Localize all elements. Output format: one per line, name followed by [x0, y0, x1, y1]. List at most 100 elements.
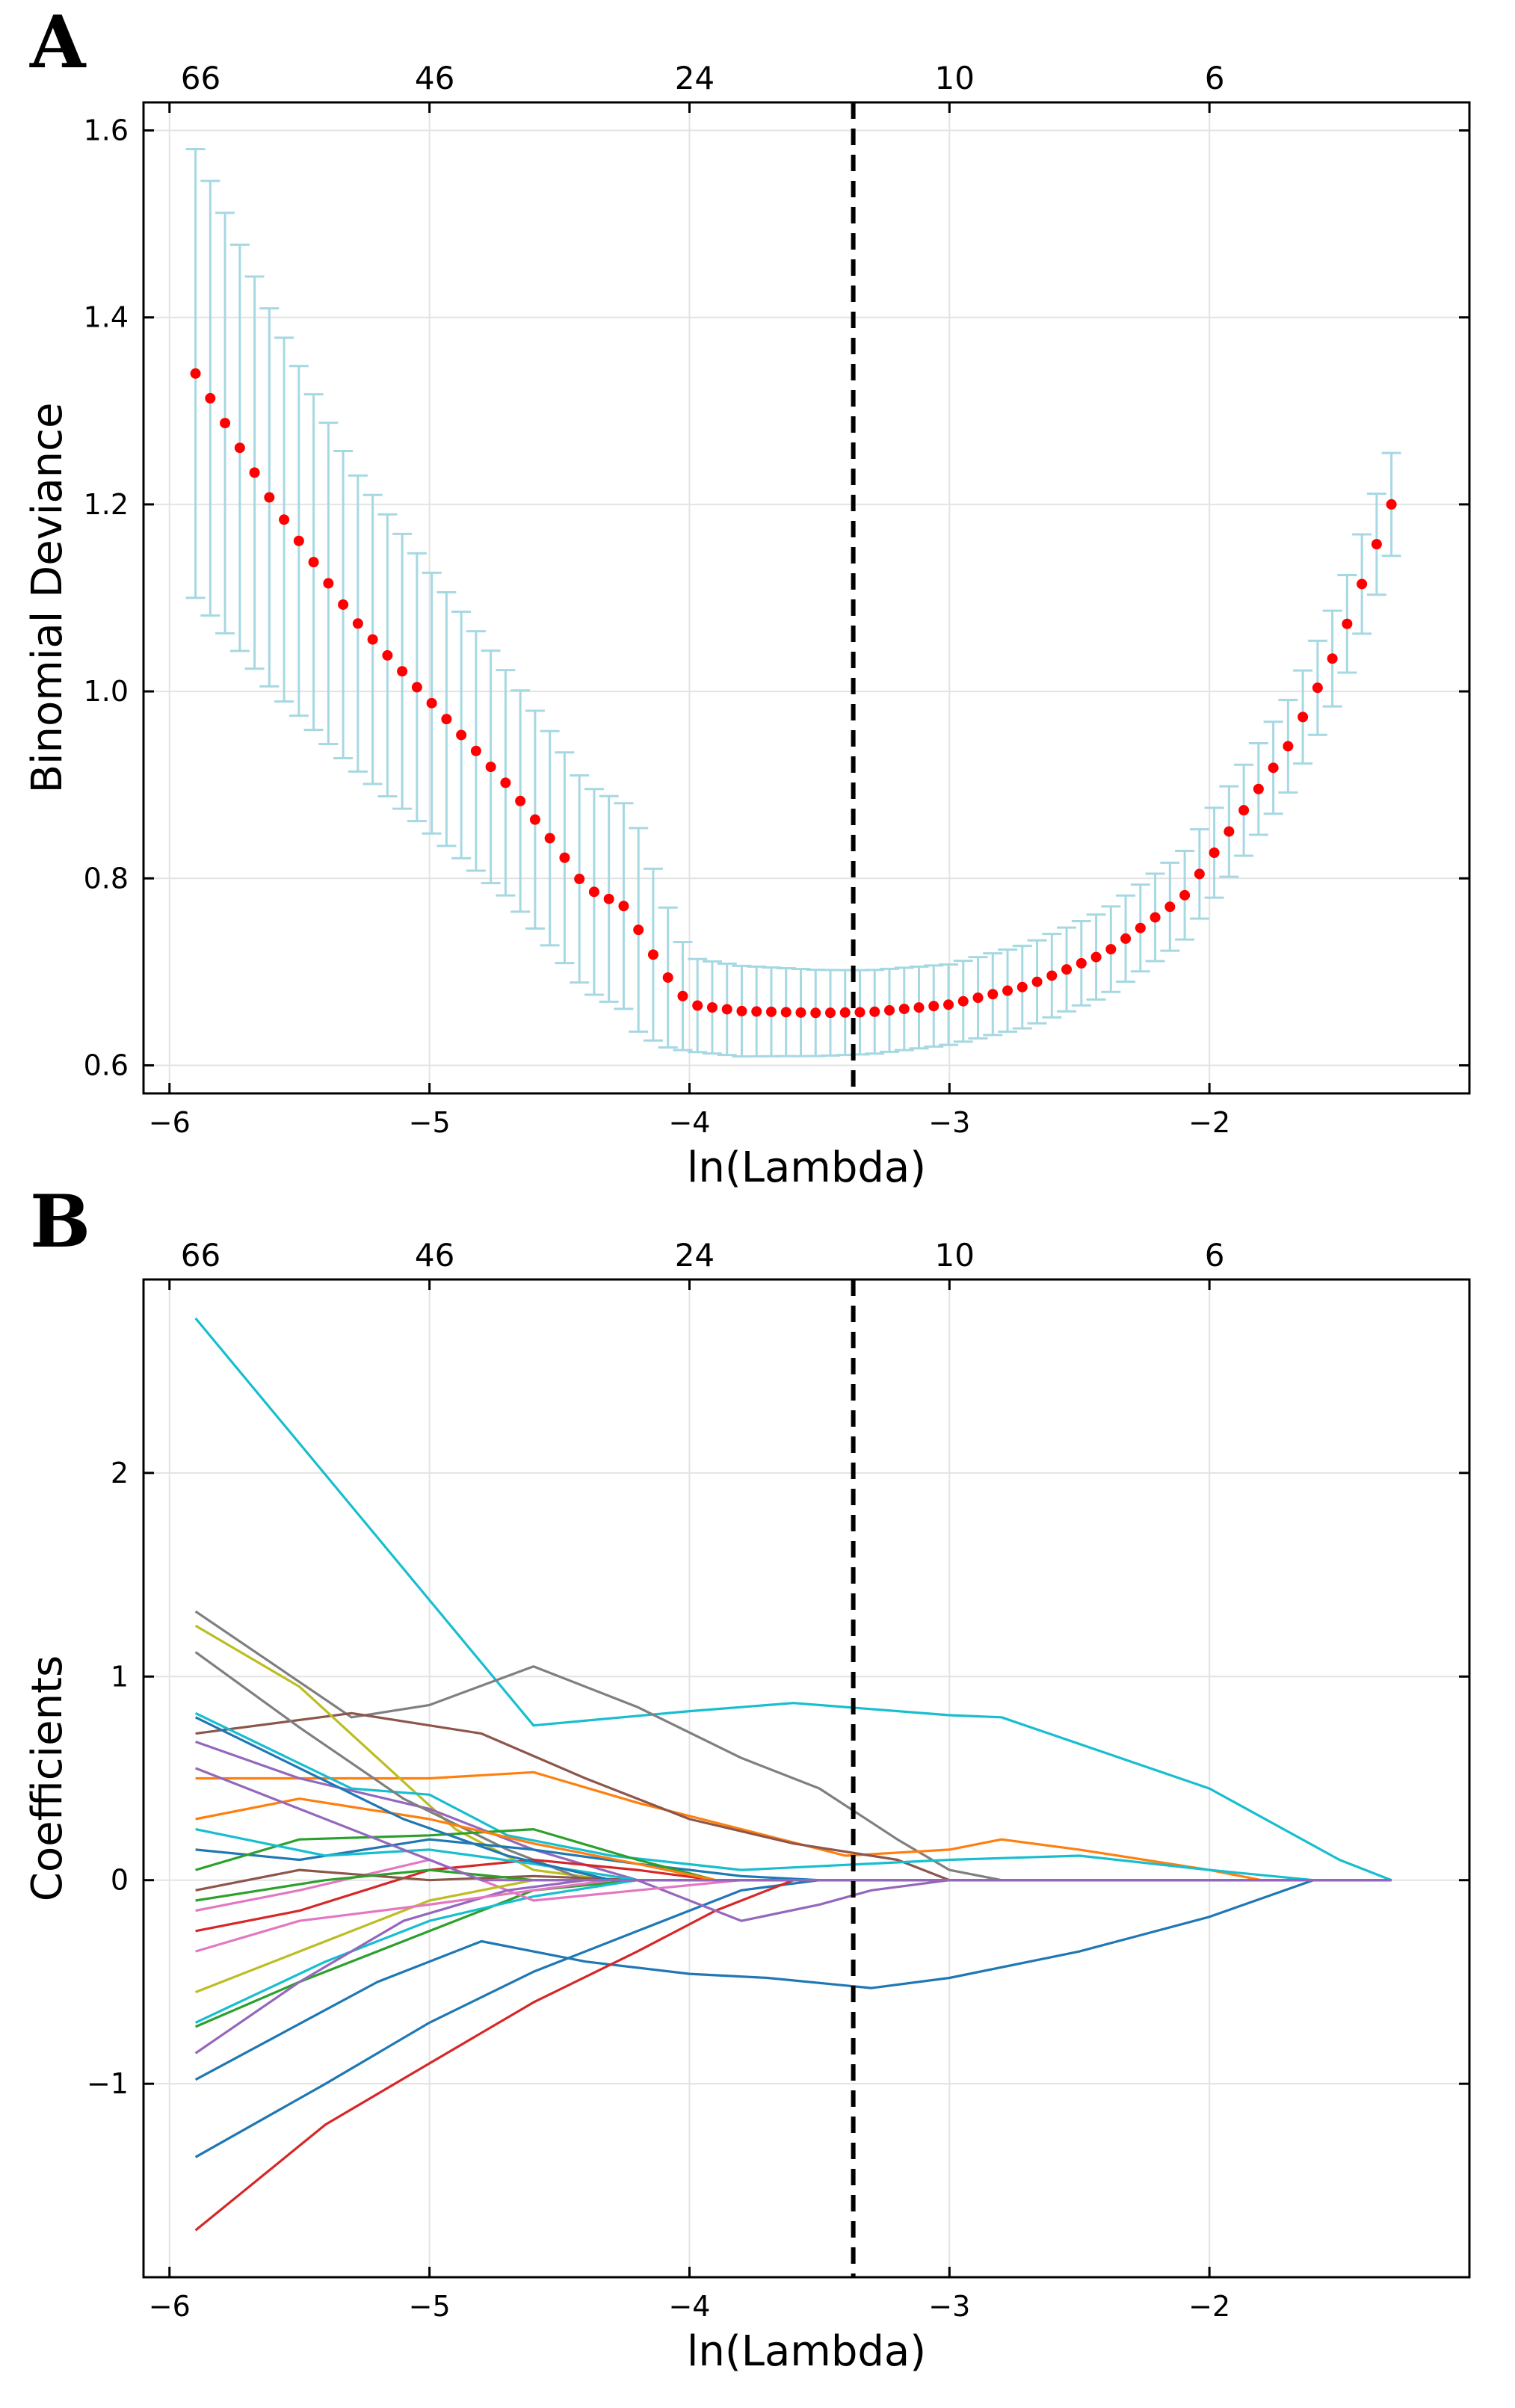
data-point [854, 1007, 866, 1018]
data-point [249, 467, 260, 478]
x-tick-label: −6 [149, 2290, 191, 2323]
x-axis-label: ln(Lambda) [687, 1143, 926, 1192]
coefficient-path [195, 1767, 1392, 1882]
data-point [1342, 618, 1353, 629]
data-point [633, 924, 644, 936]
data-point [1371, 539, 1382, 550]
y-tick-label: −1 [87, 2067, 129, 2100]
data-point [884, 1004, 895, 1016]
data-point [1194, 868, 1205, 880]
data-point [957, 995, 969, 1007]
data-point [795, 1007, 806, 1018]
data-point [1016, 981, 1028, 992]
x-tick-label: −4 [668, 1106, 710, 1139]
data-point [1090, 951, 1102, 963]
data-point [1150, 912, 1161, 923]
data-point [692, 1000, 703, 1011]
data-point [898, 1003, 910, 1014]
data-point [647, 949, 658, 960]
data-point [987, 989, 999, 1000]
data-point [500, 777, 511, 788]
coefficient-path [194, 1711, 1392, 1882]
top-axis-label: 24 [675, 60, 715, 96]
data-point [1253, 783, 1264, 794]
panel-b: B −6 −5 −4 −3 −2 −1 0 1 2 66 46 24 10 6 ln(Lambda) Coeff… [23, 1179, 1471, 2376]
plot-area [185, 148, 1401, 1058]
x-tick-label: −5 [409, 2290, 451, 2323]
coefficient-path [195, 1838, 1392, 1882]
y-tick-label: 1.2 [84, 488, 129, 521]
data-point [721, 1004, 732, 1015]
data-point [397, 666, 408, 677]
data-point [706, 1001, 718, 1013]
data-point [1061, 964, 1073, 975]
y-tick-label: 0 [111, 1864, 129, 1897]
data-point [485, 762, 496, 773]
data-point [205, 392, 216, 404]
data-point [913, 1002, 925, 1013]
data-point [456, 729, 467, 741]
data-point [810, 1007, 821, 1019]
top-axis-label: 46 [415, 1237, 454, 1274]
data-point [972, 992, 984, 1003]
data-point [426, 697, 437, 708]
coefficient-path [194, 1879, 1392, 2232]
top-axis-label: 46 [415, 60, 454, 96]
data-point [1076, 957, 1087, 969]
y-axis-label: Binomial Deviance [23, 403, 72, 794]
data-point [1164, 901, 1176, 913]
coefficient-path [195, 1740, 1392, 1922]
y-tick-label: 1.6 [84, 114, 129, 147]
data-point [382, 649, 393, 661]
data-point [765, 1006, 777, 1017]
x-tick-label: −2 [1188, 1106, 1230, 1139]
y-tick-label: 0.6 [84, 1049, 129, 1081]
top-axis-label: 66 [181, 60, 220, 96]
data-point [1105, 944, 1117, 955]
data-point [1179, 889, 1191, 901]
data-point [1031, 976, 1043, 987]
coefficient-path [194, 1879, 1392, 2028]
top-axis-label: 10 [935, 1237, 975, 1274]
data-point [529, 814, 540, 825]
plot-frame [142, 101, 1471, 1095]
data-point [559, 852, 570, 863]
coefficient-path [194, 1716, 1392, 1882]
data-point [264, 492, 275, 503]
data-point [367, 634, 378, 645]
y-tick-label: 1 [111, 1660, 129, 1693]
data-point [603, 893, 614, 904]
data-point [220, 418, 231, 429]
y-axis-label: Coefficients [23, 1655, 72, 1901]
data-point [618, 901, 629, 912]
data-point [1283, 741, 1294, 752]
data-point [1298, 711, 1309, 723]
data-point [1120, 933, 1132, 944]
data-point [1002, 985, 1013, 996]
data-point [1312, 682, 1323, 694]
data-point [544, 833, 555, 844]
coefficient-path [194, 1879, 1392, 2054]
data-point [677, 990, 688, 1001]
data-point [1046, 970, 1058, 981]
y-tick-label: 2 [111, 1457, 129, 1489]
x-tick-label: −3 [928, 2290, 970, 2323]
data-point [1238, 805, 1250, 816]
plot-frame [142, 1278, 1471, 2279]
data-point [1386, 498, 1397, 510]
x-axis-label: ln(Lambda) [687, 2327, 926, 2376]
panel-a: A −6 −5 −4 −3 −2 0.6 0.8 1.0 1.2 1.4 1.6 66 46 24 10 6 ln… [23, 0, 1471, 1192]
y-tick-label: 1.0 [84, 675, 129, 708]
data-point [1209, 847, 1220, 858]
data-point [662, 972, 673, 983]
coefficient-path [195, 1879, 1392, 1994]
top-axis-label: 24 [675, 1237, 715, 1274]
x-tick-label: −6 [149, 1106, 191, 1139]
data-point [869, 1006, 880, 1017]
data-point [839, 1007, 851, 1018]
coefficient-path [194, 1879, 1392, 2158]
coefficient-path [194, 1317, 1392, 1882]
data-point [234, 442, 245, 454]
top-axis-label: 10 [935, 60, 975, 96]
data-point [1327, 653, 1338, 664]
